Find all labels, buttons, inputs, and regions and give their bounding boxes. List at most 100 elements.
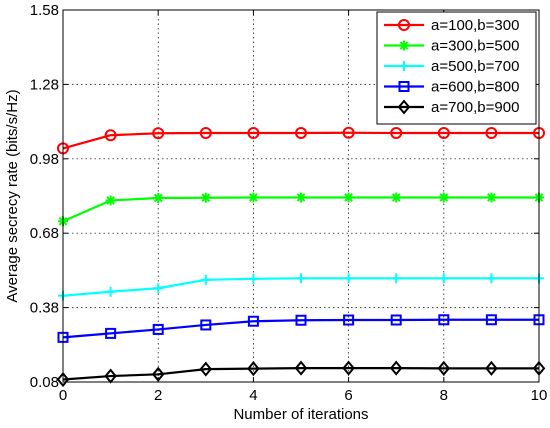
- data-point: [295, 314, 307, 326]
- data-point: [485, 360, 498, 376]
- data-point: [247, 361, 260, 377]
- marker-square: [105, 327, 117, 339]
- data-point: [437, 360, 451, 376]
- data-point: [389, 360, 403, 376]
- legend-item: a=300,b=500: [384, 38, 519, 55]
- x-axis-label: Number of iterations: [233, 406, 368, 423]
- marker-square: [200, 319, 212, 331]
- y-tick-labels: 0.08 0.38 0.68 0.98 1.28 1.58: [30, 2, 59, 391]
- legend-item: a=700,b=900: [384, 99, 519, 116]
- marker-circle: [104, 129, 117, 142]
- marker-circle: [152, 127, 165, 140]
- data-point: [152, 323, 164, 335]
- data-point: [391, 192, 402, 203]
- data-point: [296, 273, 306, 284]
- series-line: [62, 367, 539, 381]
- data-point: [485, 127, 498, 140]
- ticks: [62, 9, 540, 383]
- data-point: [342, 126, 355, 139]
- data-point: [486, 192, 497, 203]
- marker-ast-d2: [249, 193, 258, 202]
- series-line: [62, 131, 539, 150]
- marker-circle: [437, 127, 450, 140]
- data-point: [153, 192, 164, 203]
- data-point: [295, 127, 307, 140]
- legend-label: a=500,b=700: [431, 58, 519, 75]
- data-point: [105, 286, 116, 297]
- marker-square: [398, 81, 410, 92]
- marker-ast-d2: [296, 193, 306, 202]
- legend-marker: [399, 40, 409, 51]
- marker-ast-d2: [153, 193, 163, 203]
- data-point: [438, 192, 449, 203]
- marker-ast-d2: [399, 41, 409, 50]
- x-tick-label: 0: [59, 387, 67, 404]
- data-point: [342, 360, 355, 376]
- marker-diamond: [247, 361, 260, 377]
- marker-diamond: [437, 360, 451, 376]
- marker-circle: [485, 127, 498, 140]
- data-point: [200, 192, 211, 203]
- legend-label: a=300,b=500: [431, 38, 519, 55]
- data-point: [485, 314, 497, 326]
- data-point: [248, 273, 259, 284]
- marker-ast-d2: [439, 193, 449, 202]
- marker-circle: [199, 127, 212, 140]
- marker-circle: [295, 127, 307, 140]
- data-point: [296, 192, 306, 203]
- data-point: [247, 315, 259, 327]
- data-point: [438, 273, 449, 284]
- data-point: [153, 283, 164, 294]
- y-tick-label: 0.68: [30, 225, 59, 242]
- marker-ast-d2: [201, 193, 211, 203]
- data-point: [104, 129, 117, 142]
- marker-square: [485, 314, 497, 326]
- data-point: [486, 273, 497, 284]
- legend-marker: [399, 61, 409, 71]
- marker-diamond: [397, 99, 411, 115]
- data-point: [390, 127, 403, 140]
- marker-diamond: [199, 361, 213, 377]
- marker-square: [438, 314, 450, 326]
- legend-item: a=100,b=300: [384, 17, 519, 34]
- legend-marker: [398, 81, 410, 92]
- data-point: [390, 314, 402, 326]
- data-point: [343, 314, 355, 326]
- legend-label: a=100,b=300: [431, 17, 519, 34]
- series-line: [62, 318, 539, 339]
- data-point: [247, 127, 260, 140]
- marker-circle: [390, 127, 403, 140]
- legend-item: a=500,b=700: [384, 58, 519, 75]
- y-tick-label: 1.28: [30, 76, 59, 93]
- marker-diamond: [389, 360, 403, 376]
- marker-diamond: [485, 360, 498, 376]
- data-point: [199, 127, 212, 140]
- marker-diamond: [342, 360, 355, 376]
- data-point: [152, 127, 165, 140]
- data-point: [437, 127, 450, 140]
- x-tick-label: 2: [154, 387, 162, 404]
- marker-circle: [247, 127, 260, 140]
- marker-diamond: [294, 360, 308, 376]
- legend-label: a=700,b=900: [431, 99, 519, 116]
- marker-circle: [398, 19, 410, 31]
- legend-label: a=600,b=800: [431, 79, 519, 96]
- y-axis-label: Average secrecy rate (bits/s/Hz): [4, 89, 21, 302]
- marker-square: [295, 314, 307, 326]
- legend: a=100,b=300 a=300,b=500 a=500,b=700 a=600,b…: [376, 11, 537, 125]
- data-point: [438, 314, 450, 326]
- marker-ast-d2: [106, 196, 115, 205]
- x-tick-label: 4: [249, 387, 257, 404]
- marker-circle: [342, 126, 355, 139]
- x-tick-label: 6: [344, 387, 352, 404]
- data-point: [105, 195, 116, 206]
- y-tick-label: 0.08: [30, 374, 59, 391]
- marker-square: [390, 314, 402, 326]
- series-4: [57, 314, 545, 343]
- marker-ast-d2: [391, 193, 401, 202]
- marker-ast-d2: [487, 193, 496, 202]
- legend-marker: [398, 19, 410, 31]
- x-tick-labels: 0 2 4 6 8 10: [59, 387, 548, 404]
- data-point: [200, 274, 211, 285]
- data-point: [105, 327, 117, 339]
